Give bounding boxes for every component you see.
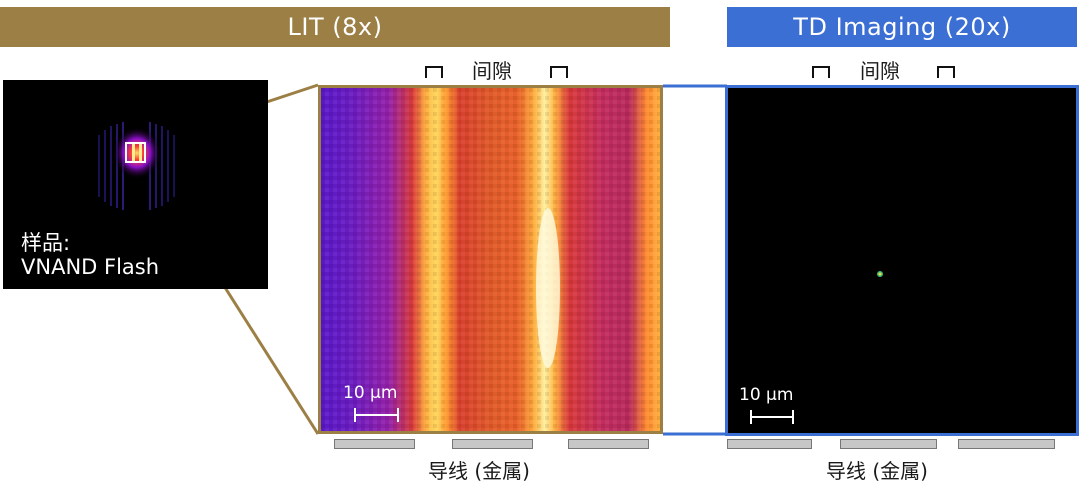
td-hotspot-image (877, 271, 883, 277)
lit-gap-label: 间隙 (472, 59, 512, 83)
gap-bracket-right (550, 66, 568, 78)
wire-segment (568, 439, 649, 449)
sample-thumbnail: 样品: VNAND Flash (3, 80, 268, 289)
td-gap-label: 间隙 (860, 59, 900, 83)
td-scale-bar (750, 416, 793, 418)
td-scale-bar-tick-left (750, 410, 752, 424)
sample-label-line2: VNAND Flash (21, 255, 160, 279)
sample-label-line1: 样品: (21, 231, 71, 255)
wire-segment (727, 439, 812, 449)
td-scale-bar-tick-right (792, 410, 794, 424)
lit-heatmap-image (321, 88, 660, 431)
wire-segment (452, 439, 533, 449)
lit-scale-bar (354, 414, 398, 416)
lit-scale-bar-tick-right (397, 408, 399, 422)
lit-wire-label: 导线 (金属) (428, 459, 530, 483)
wire-segment (840, 439, 937, 449)
gap-bracket-right (937, 66, 955, 78)
zoom-region-box (125, 142, 146, 163)
gap-bracket-left (812, 66, 830, 78)
wire-segment (958, 439, 1055, 449)
hotspot-thumbnail-image (98, 122, 175, 210)
td-imaging-panel: 10 µm (725, 85, 1079, 436)
wire-segment (334, 439, 415, 449)
lit-heatmap-panel: 10 µm (318, 85, 663, 434)
td-banner-title: TD Imaging (20x) (727, 7, 1077, 47)
lit-banner-title: LIT (8x) (0, 7, 670, 47)
lit-scale-bar-label: 10 µm (343, 383, 398, 403)
lit-scale-bar-tick-left (354, 408, 356, 422)
td-scale-bar-label: 10 µm (739, 385, 794, 405)
td-wire-label: 导线 (金属) (826, 459, 928, 483)
gap-bracket-left (425, 66, 443, 78)
